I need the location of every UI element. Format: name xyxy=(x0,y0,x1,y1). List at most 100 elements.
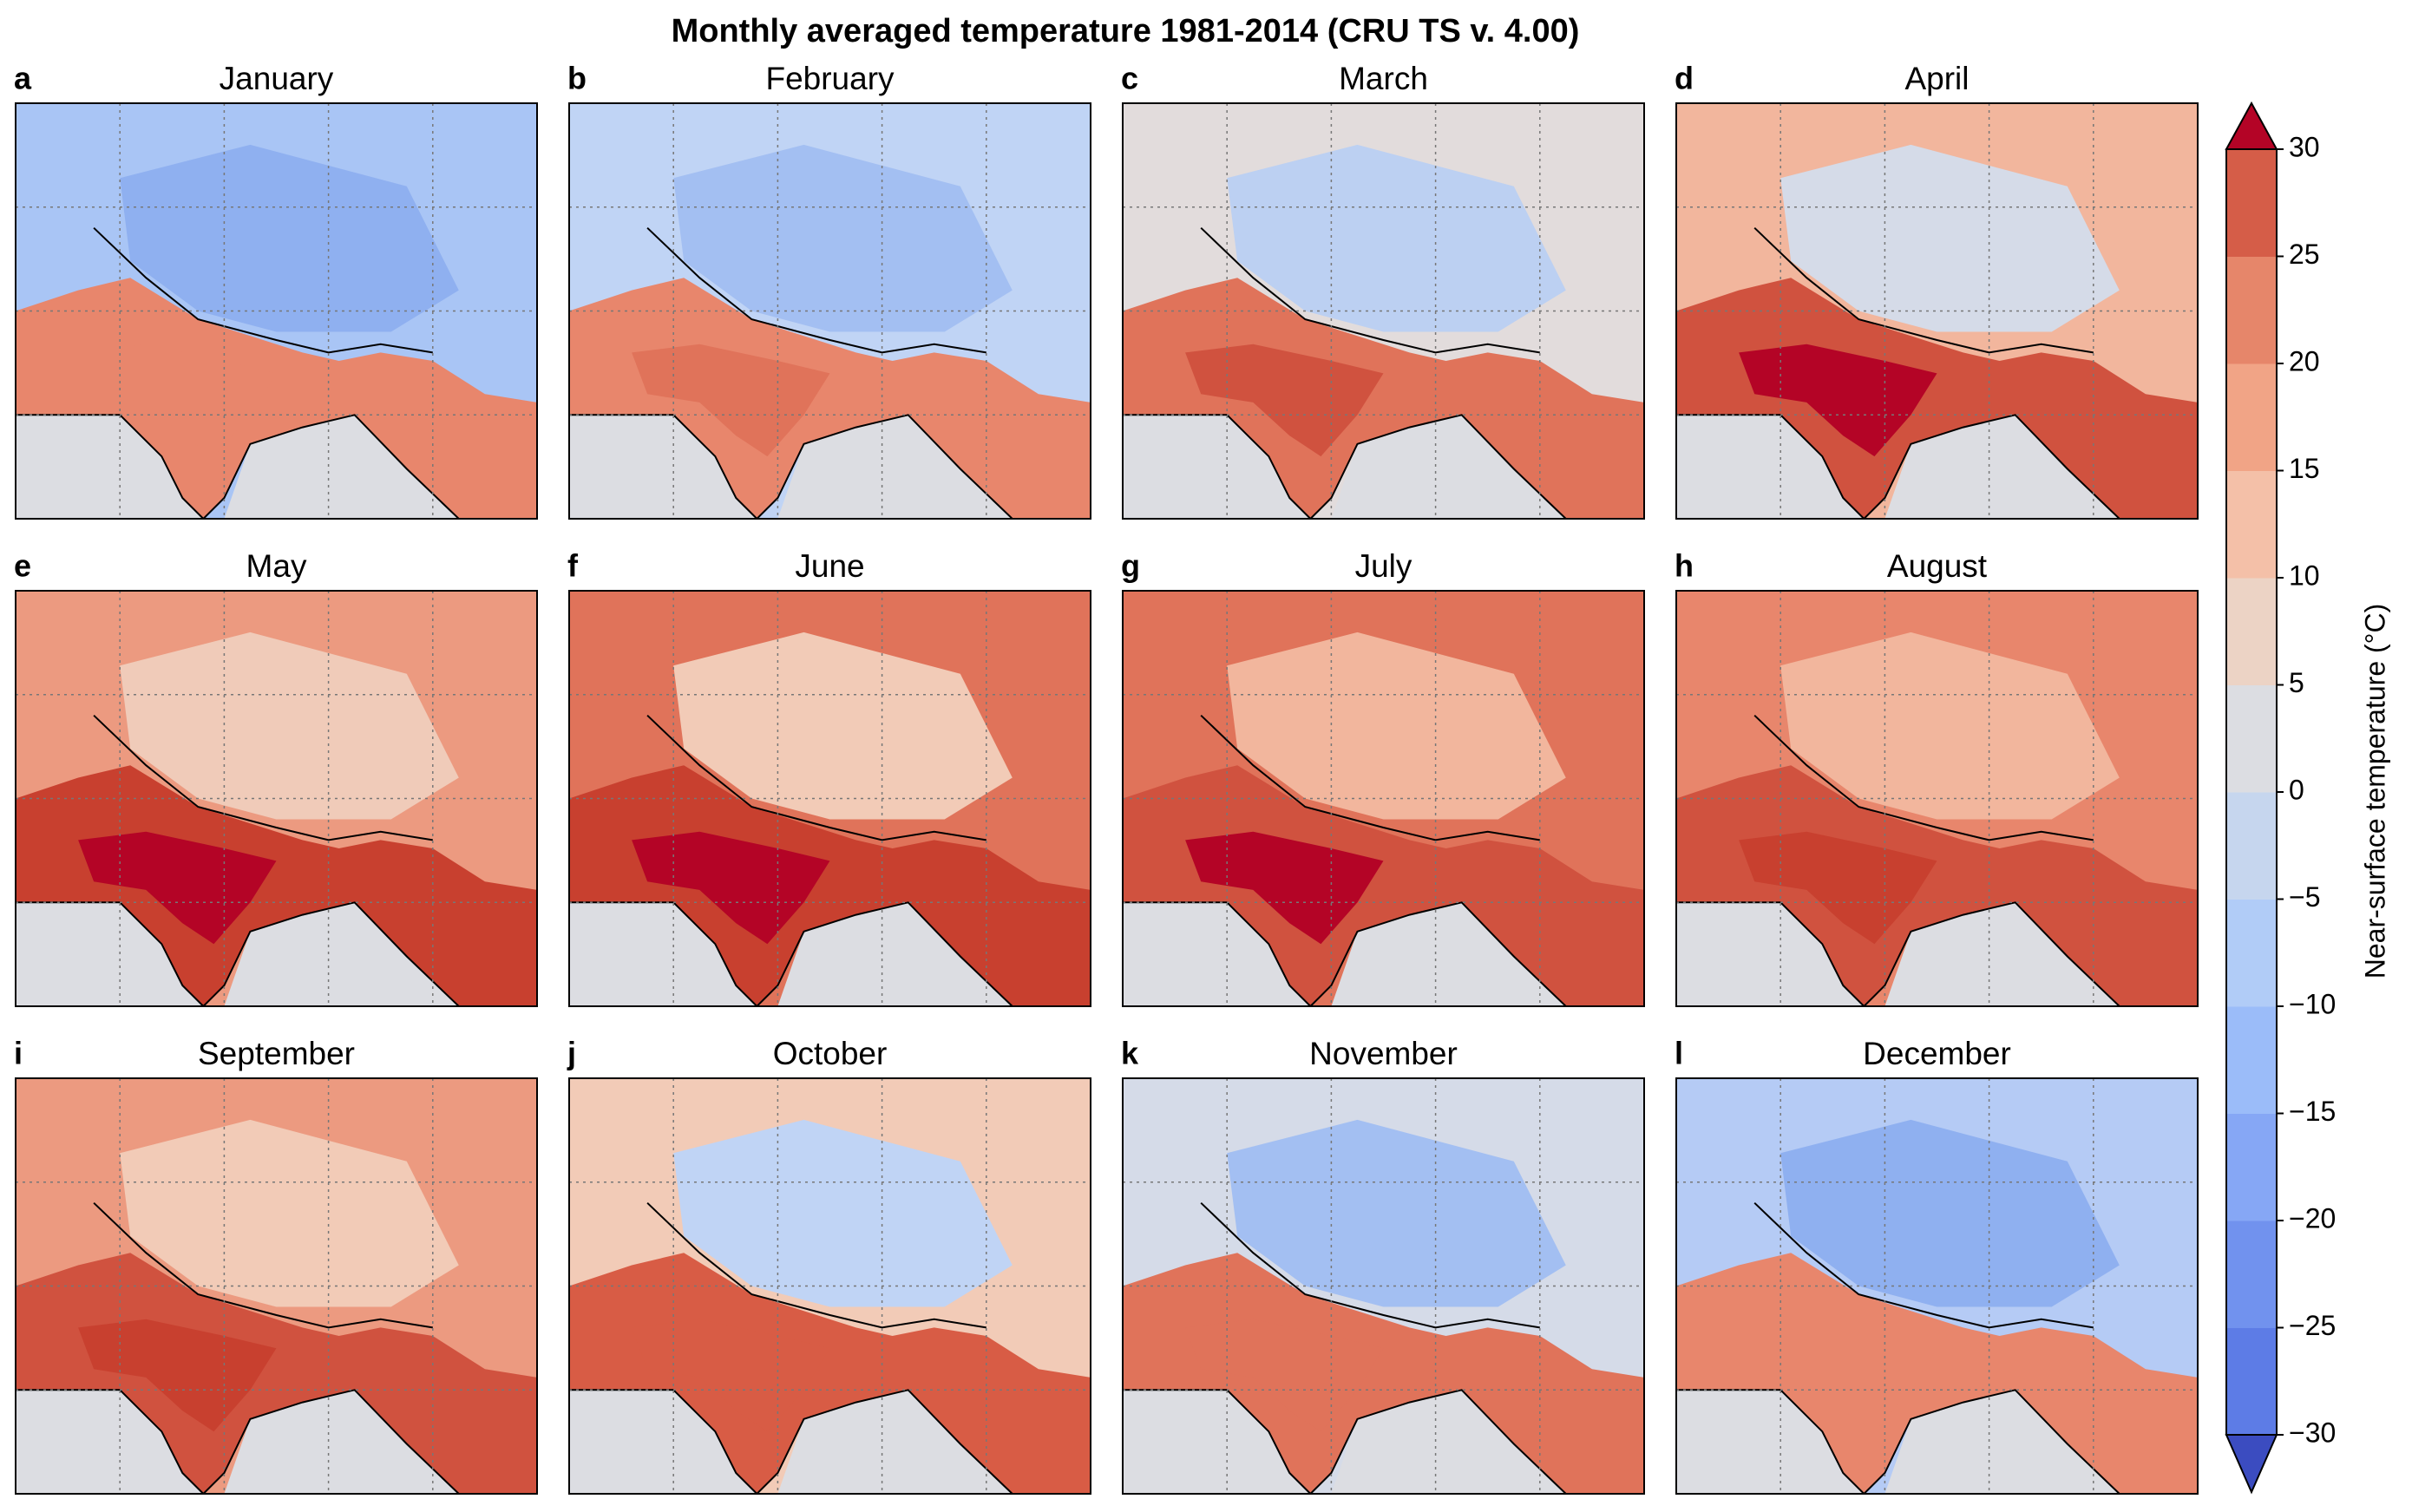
map-panel: l December xyxy=(1675,1036,2199,1495)
border xyxy=(1676,414,2198,519)
panel-letter: f xyxy=(567,548,579,584)
panel-frame xyxy=(1675,590,2199,1007)
panel-letter: e xyxy=(14,548,31,584)
panel-letter: h xyxy=(1675,548,1694,584)
ocean xyxy=(1884,902,2120,1006)
plateau-region xyxy=(120,1119,459,1307)
ocean xyxy=(1331,902,1566,1006)
panel-frame xyxy=(568,1077,1091,1495)
border xyxy=(569,414,1091,519)
border xyxy=(1200,714,1540,841)
ocean xyxy=(1331,415,1566,519)
lowland-region xyxy=(1123,1253,1644,1494)
border xyxy=(1123,1389,1644,1494)
colorbar-tick-label: 5 xyxy=(2289,667,2304,698)
lowland-region xyxy=(1676,765,2198,1006)
lowland-region xyxy=(569,278,1091,519)
panel-frame xyxy=(1675,1077,2199,1495)
map-panel: c March xyxy=(1121,61,1645,520)
panel-frame xyxy=(1122,102,1645,520)
panel-title: November xyxy=(1309,1036,1458,1071)
panel-title: August xyxy=(1887,548,1988,584)
ocean xyxy=(1884,415,2120,519)
border xyxy=(1200,226,1540,354)
panel-frame xyxy=(568,590,1091,1007)
colorbar-tick-label: 15 xyxy=(2289,453,2320,484)
plateau-region xyxy=(1227,632,1566,820)
panel-title: April xyxy=(1904,61,1969,96)
panel-title: January xyxy=(220,61,334,96)
core-region xyxy=(1739,1319,1937,1432)
colorbar-tick-label: −20 xyxy=(2289,1202,2336,1234)
panel-frame xyxy=(1675,102,2199,520)
map xyxy=(1123,1078,1644,1494)
map xyxy=(1123,591,1644,1006)
core-region xyxy=(632,344,830,457)
panel-letter: i xyxy=(14,1036,23,1071)
map-panel: h August xyxy=(1675,548,2199,1007)
border xyxy=(93,714,433,841)
lowland-region xyxy=(1676,1253,2198,1494)
panel-title: July xyxy=(1355,548,1412,584)
ocean xyxy=(569,902,757,1006)
lowland-region xyxy=(569,765,1091,1006)
panel-title: October xyxy=(773,1036,888,1071)
panel-letter: g xyxy=(1121,548,1140,584)
colorbar-bin xyxy=(2226,684,2277,793)
colorbar-tick-label: −5 xyxy=(2289,881,2320,913)
map xyxy=(1676,591,2198,1006)
plateau-region xyxy=(1780,144,2120,332)
colorbar-bin xyxy=(2226,1113,2277,1221)
border xyxy=(646,714,986,841)
map xyxy=(16,103,537,519)
lowland-region xyxy=(1123,278,1644,519)
map xyxy=(1676,1078,2198,1494)
panel-title: December xyxy=(1863,1036,2011,1071)
ocean xyxy=(224,415,459,519)
panel-letter: j xyxy=(567,1036,576,1071)
colorbar-bin xyxy=(2226,899,2277,1007)
colorbar-tick-label: −10 xyxy=(2289,988,2336,1019)
map-panel: d April xyxy=(1675,61,2199,520)
panel-title: March xyxy=(1339,61,1428,96)
plateau-region xyxy=(1780,632,2120,820)
colorbar-tick-label: 20 xyxy=(2289,345,2320,376)
panel-frame xyxy=(15,590,538,1007)
panel-letter: b xyxy=(567,61,587,96)
map xyxy=(569,591,1091,1006)
ocean xyxy=(1123,415,1311,519)
colorbar-bin xyxy=(2226,792,2277,900)
map-panel: b February xyxy=(567,61,1091,520)
border xyxy=(93,1201,433,1329)
ocean xyxy=(16,1390,204,1494)
ocean xyxy=(16,415,204,519)
ocean xyxy=(777,415,1013,519)
panel-frame xyxy=(568,102,1091,520)
map-panel: i September xyxy=(14,1036,538,1495)
panel-title: February xyxy=(765,61,895,96)
ocean xyxy=(777,1390,1013,1494)
panel-letter: a xyxy=(14,61,32,96)
core-region xyxy=(1185,1319,1384,1432)
colorbar-tick-label: 10 xyxy=(2289,560,2320,591)
ocean xyxy=(224,902,459,1006)
border xyxy=(569,901,1091,1006)
panel-letter: c xyxy=(1121,61,1138,96)
core-region xyxy=(1739,344,1937,457)
core-region xyxy=(1185,344,1384,457)
ocean xyxy=(1884,1390,2120,1494)
plateau-region xyxy=(1227,1119,1566,1307)
border xyxy=(1123,901,1644,1006)
border xyxy=(1200,1201,1540,1329)
map xyxy=(16,591,537,1006)
map xyxy=(16,1078,537,1494)
ocean xyxy=(569,1390,757,1494)
plateau-region xyxy=(673,144,1013,332)
colorbar-tick-label: −25 xyxy=(2289,1310,2336,1341)
ocean xyxy=(224,1390,459,1494)
border xyxy=(646,226,986,354)
panel-title: June xyxy=(795,548,864,584)
border xyxy=(1123,414,1644,519)
border xyxy=(1676,901,2198,1006)
